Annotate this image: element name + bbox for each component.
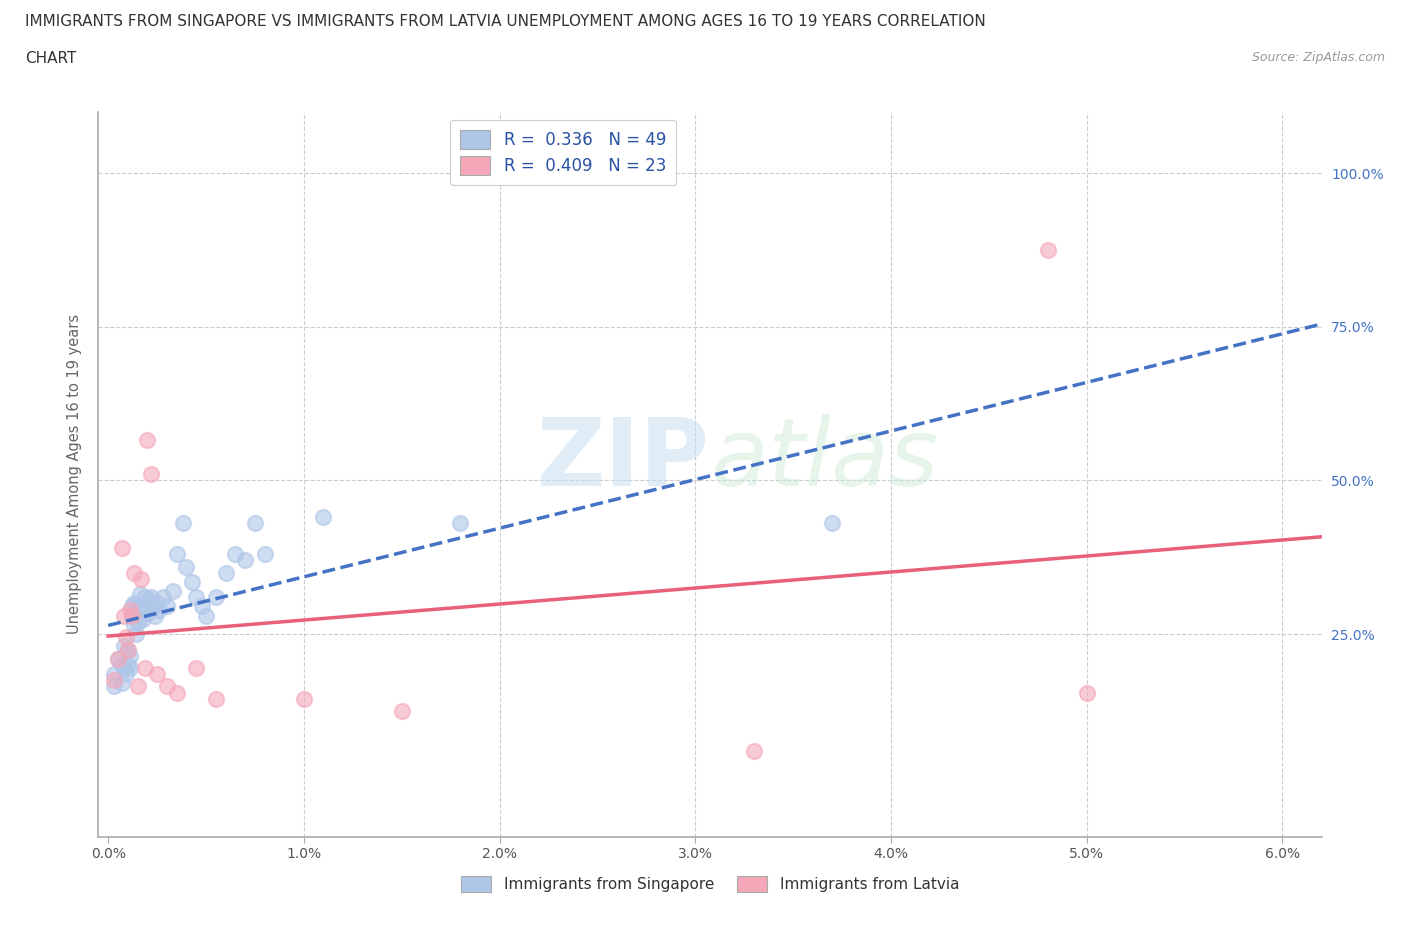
Text: CHART: CHART [25, 51, 77, 66]
Point [195, 608, 218, 623]
Point [134, 590, 156, 604]
Point [117, 658, 139, 672]
Text: atlas: atlas [710, 414, 938, 505]
Point [143, 608, 166, 623]
Point [111, 540, 134, 555]
Point [118, 648, 141, 663]
Point [172, 516, 194, 531]
Point [117, 642, 139, 657]
Point [146, 667, 169, 682]
Point [107, 651, 129, 666]
Point [107, 651, 129, 666]
Point [103, 672, 125, 687]
Point [111, 676, 134, 691]
Point [821, 516, 844, 531]
Point [122, 618, 145, 632]
Point [205, 691, 228, 706]
Y-axis label: Unemployment Among Ages 16 to 19 years: Unemployment Among Ages 16 to 19 years [67, 314, 83, 634]
Point [253, 547, 276, 562]
Point [114, 667, 136, 682]
Point [166, 685, 188, 700]
Point [112, 639, 135, 654]
Point [292, 691, 315, 706]
Point [146, 596, 169, 611]
Point [136, 605, 159, 620]
Point [156, 599, 179, 614]
Point [138, 593, 160, 608]
Point [186, 660, 208, 675]
Point [131, 599, 153, 614]
Point [312, 510, 335, 525]
Point [112, 660, 135, 675]
Point [450, 516, 472, 531]
Point [112, 608, 135, 623]
Point [136, 433, 159, 448]
Point [114, 630, 136, 644]
Point [117, 642, 139, 657]
Text: Source: ZipAtlas.com: Source: ZipAtlas.com [1251, 51, 1385, 64]
Point [191, 599, 214, 614]
Point [132, 611, 155, 626]
Point [176, 559, 198, 574]
Legend: Immigrants from Singapore, Immigrants from Latvia: Immigrants from Singapore, Immigrants fr… [454, 870, 966, 898]
Point [127, 599, 149, 614]
Point [122, 565, 145, 580]
Point [128, 587, 150, 602]
Point [243, 516, 266, 531]
Point [742, 743, 765, 758]
Point [214, 565, 236, 580]
Point [103, 679, 125, 694]
Point [121, 608, 143, 623]
Text: IMMIGRANTS FROM SINGAPORE VS IMMIGRANTS FROM LATVIA UNEMPLOYMENT AMONG AGES 16 T: IMMIGRANTS FROM SINGAPORE VS IMMIGRANTS … [25, 14, 986, 29]
Point [127, 679, 149, 694]
Point [205, 590, 228, 604]
Point [186, 590, 208, 604]
Point [121, 599, 143, 614]
Point [131, 571, 153, 586]
Point [141, 590, 163, 604]
Point [156, 679, 179, 694]
Text: ZIP: ZIP [537, 414, 710, 506]
Point [233, 553, 256, 568]
Point [141, 467, 163, 482]
Point [142, 599, 165, 614]
Point [122, 596, 145, 611]
Point [103, 667, 125, 682]
Point [124, 627, 146, 642]
Point [224, 547, 246, 562]
Point [148, 602, 170, 617]
Point [181, 575, 204, 590]
Point [1036, 243, 1059, 258]
Point [118, 660, 141, 675]
Point [127, 615, 149, 630]
Point [1076, 685, 1098, 700]
Point [391, 703, 413, 718]
Point [118, 602, 141, 617]
Point [111, 658, 134, 672]
Point [134, 660, 156, 675]
Point [166, 547, 188, 562]
Point [121, 608, 143, 623]
Point [152, 590, 174, 604]
Point [162, 584, 184, 599]
